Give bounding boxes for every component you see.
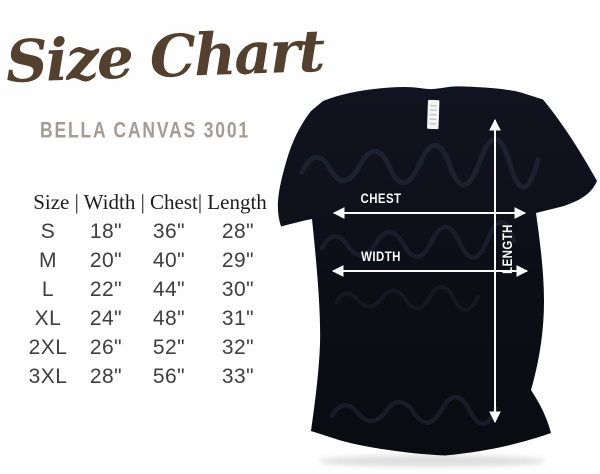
width-label: WIDTH [361, 248, 401, 264]
width-cell: 26" [89, 335, 123, 359]
length-cell: 31" [221, 306, 255, 330]
length-cell: 33" [221, 364, 255, 388]
size-cell: S [40, 219, 56, 243]
product-name: BELLA CANVAS 3001 [39, 119, 251, 144]
chest-cell: 44" [152, 277, 186, 301]
size-cell: L [41, 277, 55, 301]
width-cell: 20" [89, 248, 123, 272]
chest-cell: 36" [152, 219, 186, 243]
length-label: LENGTH [499, 224, 515, 274]
width-cell: 22" [89, 277, 123, 301]
length-cell: 32" [221, 335, 255, 359]
chest-cell: 48" [152, 306, 186, 330]
width-cell: 24" [89, 306, 123, 330]
size-cell: M [39, 248, 57, 272]
chest-cell: 52" [152, 335, 186, 359]
size-cell: 3XL [28, 364, 68, 388]
shirt-shadow [318, 455, 546, 467]
chest-cell: 56" [152, 364, 186, 388]
size-cell: XL [34, 306, 62, 330]
chest-label: CHEST [360, 190, 402, 206]
neck-tag [427, 99, 440, 130]
page-title: Size Chart [4, 16, 325, 96]
size-table: S 18" 36" 28" M 20" 40" 29" L 22" 44" 30… [20, 217, 274, 391]
length-cell: 29" [221, 248, 255, 272]
length-cell: 30" [221, 277, 255, 301]
watermark-scribbles [299, 136, 541, 426]
width-cell: 28" [89, 364, 123, 388]
width-cell: 18" [89, 219, 123, 243]
chest-cell: 40" [152, 248, 186, 272]
length-cell: 28" [221, 219, 255, 243]
table-header: Size | Width | Chest| Length [33, 190, 267, 214]
size-cell: 2XL [28, 335, 68, 359]
